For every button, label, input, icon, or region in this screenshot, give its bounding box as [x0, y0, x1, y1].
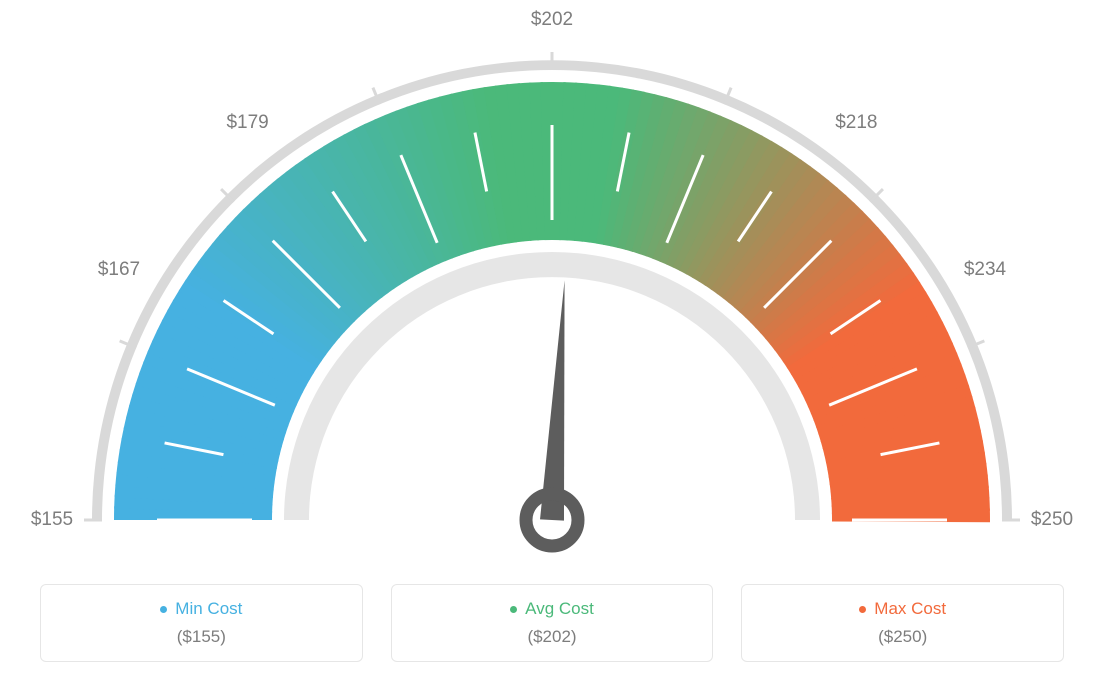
legend-avg-title: Avg Cost [510, 599, 594, 619]
legend-min-value: ($155) [41, 627, 362, 647]
gauge-tick-label: $167 [98, 259, 140, 281]
dot-icon [859, 606, 866, 613]
gauge-chart: $155 $167 $179 $202 $218 $234 $250 [0, 0, 1104, 560]
legend-row: Min Cost ($155) Avg Cost ($202) Max Cost… [40, 584, 1064, 662]
gauge-tick-label: $179 [226, 112, 268, 134]
legend-avg-label: Avg Cost [525, 599, 594, 619]
legend-avg-value: ($202) [392, 627, 713, 647]
legend-max-card: Max Cost ($250) [741, 584, 1064, 662]
gauge-tick-label: $155 [31, 509, 73, 531]
legend-min-title: Min Cost [160, 599, 242, 619]
dot-icon [510, 606, 517, 613]
legend-max-title: Max Cost [859, 599, 946, 619]
legend-max-label: Max Cost [874, 599, 946, 619]
legend-min-label: Min Cost [175, 599, 242, 619]
legend-min-card: Min Cost ($155) [40, 584, 363, 662]
legend-max-value: ($250) [742, 627, 1063, 647]
gauge-tick-label: $202 [531, 9, 573, 31]
gauge-tick-label: $218 [835, 112, 877, 134]
gauge-tick-label: $234 [964, 259, 1006, 281]
legend-avg-card: Avg Cost ($202) [391, 584, 714, 662]
dot-icon [160, 606, 167, 613]
gauge-tick-label: $250 [1031, 509, 1073, 531]
